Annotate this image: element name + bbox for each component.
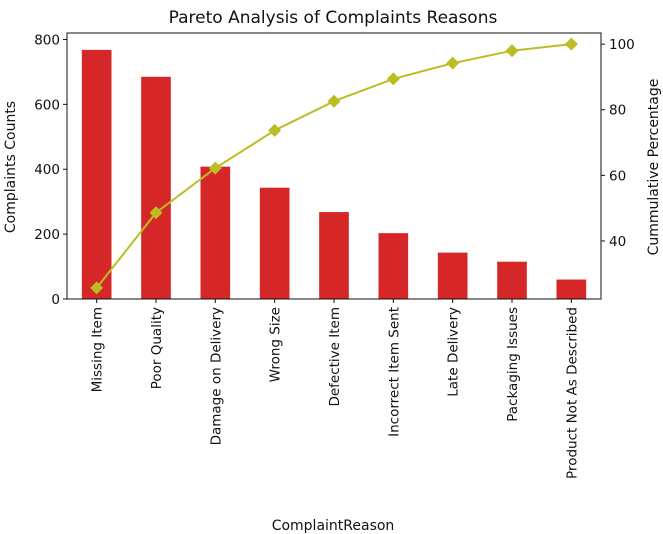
cumulative-marker-packaging-issues (505, 44, 519, 58)
cumulative-line-group (90, 37, 578, 295)
y2-tick-label: 100 (609, 37, 635, 53)
y-tick-label: 400 (34, 162, 60, 178)
x-tick-label: Product Not As Described (564, 307, 580, 479)
bars-group (81, 49, 587, 300)
cumulative-marker-missing-item (90, 281, 104, 295)
bar-packaging-issues (497, 261, 527, 299)
y-tick-label: 800 (34, 32, 60, 48)
y-axis-label: Complaints Counts (3, 101, 19, 233)
bar-damage-on-delivery (200, 166, 231, 299)
x-tick-label: Incorrect Item Sent (386, 307, 402, 437)
chart-title: Pareto Analysis of Complaints Reasons (169, 8, 498, 28)
y-tick-label: 200 (34, 227, 60, 243)
bar-late-delivery (437, 252, 468, 299)
bar-defective-item (319, 212, 349, 299)
x-tick-label: Poor Quality (149, 307, 165, 389)
x-tick-label: Defective Item (327, 307, 343, 407)
bar-product-not-as-described (556, 279, 587, 299)
cumulative-marker-incorrect-item-sent (386, 72, 400, 86)
cumulative-marker-late-delivery (446, 56, 460, 70)
bar-incorrect-item-sent (378, 233, 409, 299)
bar-poor-quality (141, 76, 171, 299)
x-tick-label: Missing Item (90, 307, 106, 392)
cumulative-marker-product-not-as-described (564, 37, 578, 51)
bar-missing-item (81, 49, 112, 300)
axes-group: 0 200 400 600 800 40 60 80 100 Missing Item Poor Q… (34, 32, 635, 478)
y2-axis-label: Cummulative Percentage (646, 79, 662, 256)
cumulative-marker-damage-on-delivery (208, 161, 222, 175)
y2-tick-label: 80 (609, 103, 626, 119)
y-tick-label: 0 (51, 292, 60, 308)
x-tick-label: Wrong Size (268, 307, 284, 382)
x-tick-label: Damage on Delivery (208, 307, 224, 445)
cumulative-marker-defective-item (327, 94, 341, 108)
y2-tick-label: 40 (609, 234, 626, 250)
y2-tick-label: 60 (609, 168, 626, 184)
x-axis-label: ComplaintReason (272, 518, 395, 534)
cumulative-marker-poor-quality (149, 206, 163, 220)
x-tick-label: Late Delivery (446, 307, 462, 397)
bar-wrong-size (259, 187, 290, 299)
y-tick-label: 600 (34, 97, 60, 113)
cumulative-marker-wrong-size (268, 123, 282, 137)
x-tick-label: Packaging Issues (505, 307, 521, 422)
